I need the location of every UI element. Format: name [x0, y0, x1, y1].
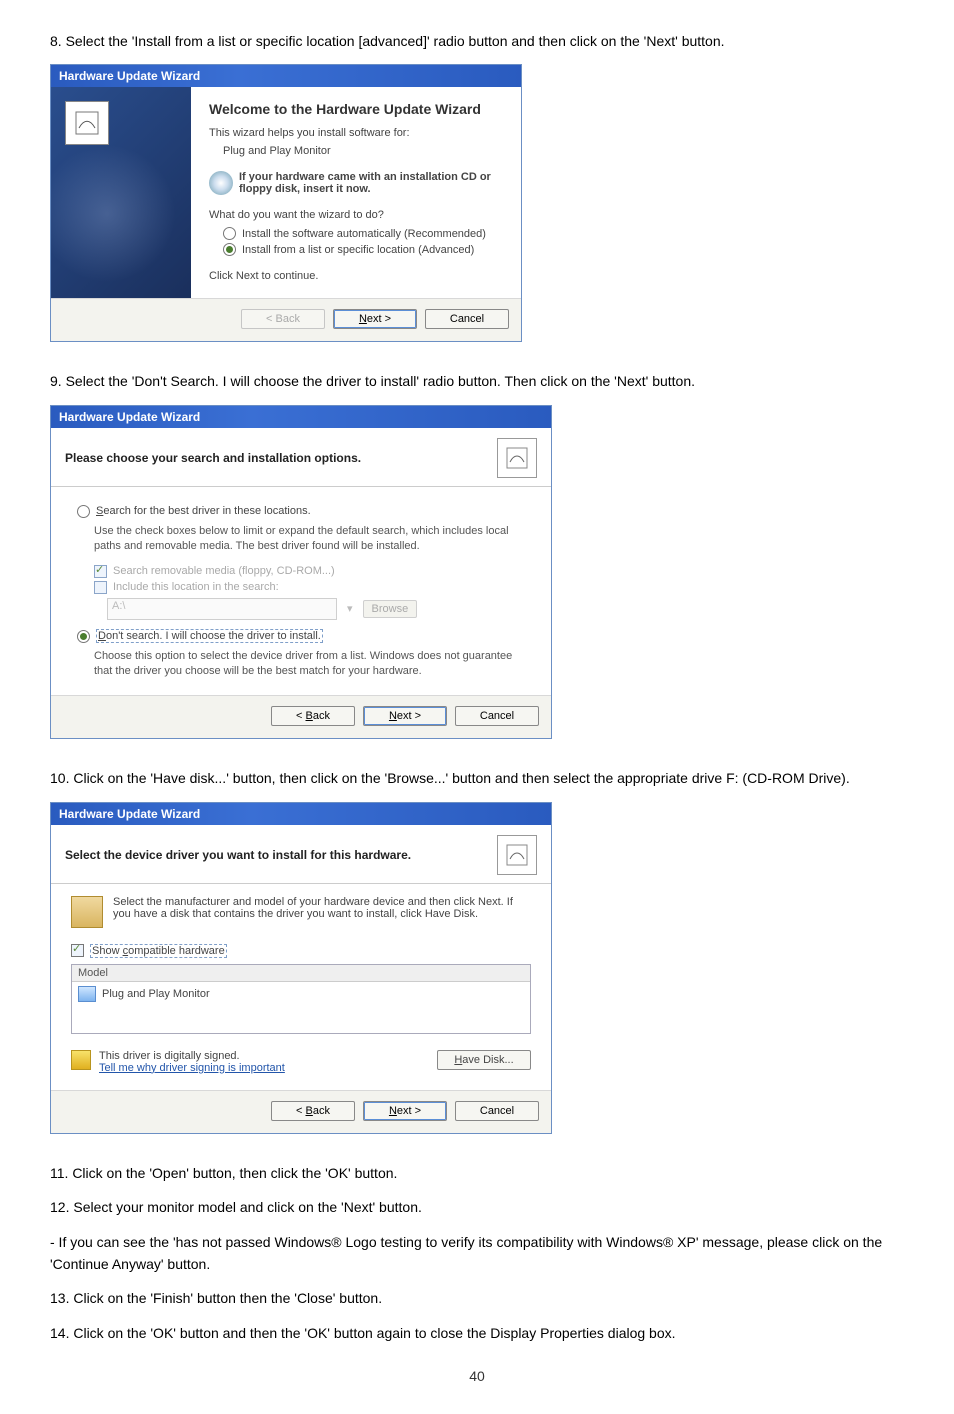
radio-icon [77, 505, 90, 518]
step-11-text: 11. Click on the 'Open' button, then cli… [50, 1162, 904, 1184]
wizard-intro: This wizard helps you install software f… [209, 127, 503, 139]
wizard-search-dialog: Hardware Update Wizard Please choose you… [50, 405, 552, 740]
next-button[interactable]: Next > [363, 1101, 447, 1121]
device-name: Plug and Play Monitor [223, 145, 503, 157]
next-button[interactable]: Next > [333, 309, 417, 329]
dont-search-hint: Choose this option to select the device … [94, 649, 525, 680]
checkbox-icon [94, 581, 107, 594]
option-auto[interactable]: Install the software automatically (Reco… [223, 227, 503, 240]
radio-icon [77, 630, 90, 643]
option-specific[interactable]: Install from a list or specific location… [223, 243, 503, 256]
chip-icon [71, 896, 103, 928]
page-number: 40 [50, 1368, 904, 1384]
step-13-text: 13. Click on the 'Finish' button then th… [50, 1287, 904, 1309]
signing-link[interactable]: Tell me why driver signing is important [99, 1062, 285, 1074]
wizard-question: What do you want the wizard to do? [209, 209, 503, 221]
step-10-text: 10. Click on the 'Have disk...' button, … [50, 767, 904, 789]
dialog-header: Please choose your search and installati… [65, 451, 361, 465]
wizard-icon [65, 101, 109, 145]
cancel-button[interactable]: Cancel [455, 1101, 539, 1121]
wizard-select-driver-dialog: Hardware Update Wizard Select the device… [50, 802, 552, 1134]
back-button[interactable]: < Back [271, 1101, 355, 1121]
step-9-text: 9. Select the 'Don't Search. I will choo… [50, 370, 904, 392]
next-button[interactable]: Next > [363, 706, 447, 726]
signed-text: This driver is digitally signed. [99, 1050, 285, 1062]
cd-icon [209, 171, 233, 195]
monitor-icon [78, 986, 96, 1002]
signed-icon [71, 1050, 91, 1070]
model-column-header: Model [72, 965, 530, 982]
dialog-titlebar: Hardware Update Wizard [51, 406, 551, 428]
list-item[interactable]: Plug and Play Monitor [72, 982, 530, 1006]
radio-icon [223, 243, 236, 256]
step-14-text: 14. Click on the 'OK' button and then th… [50, 1322, 904, 1344]
option-specific-label: Install from a list or specific location… [242, 244, 474, 256]
wizard-icon [497, 835, 537, 875]
check-include-label: Include this location in the search: [113, 581, 279, 593]
dialog-header: Select the device driver you want to ins… [65, 848, 411, 862]
check-removable: Search removable media (floppy, CD-ROM..… [94, 565, 525, 578]
path-input: A:\ [107, 598, 337, 620]
cancel-button[interactable]: Cancel [425, 309, 509, 329]
dialog-titlebar: Hardware Update Wizard [51, 803, 551, 825]
step-8-text: 8. Select the 'Install from a list or sp… [50, 30, 904, 52]
option-dont-search[interactable]: Don't search. I will choose the driver t… [77, 630, 525, 643]
option-dont-search-label: Don't search. I will choose the driver t… [96, 630, 323, 642]
back-button[interactable]: < Back [271, 706, 355, 726]
option-search-best[interactable]: Search for the best driver in these loca… [77, 505, 525, 518]
back-button: < Back [241, 309, 325, 329]
wizard-heading: Welcome to the Hardware Update Wizard [209, 101, 503, 117]
model-list[interactable]: Model Plug and Play Monitor [71, 964, 531, 1034]
continue-hint: Click Next to continue. [209, 270, 503, 282]
check-include-location: Include this location in the search: [94, 581, 525, 594]
cancel-button[interactable]: Cancel [455, 706, 539, 726]
cd-message: If your hardware came with an installati… [239, 171, 503, 195]
checkbox-icon [94, 565, 107, 578]
check-removable-label: Search removable media (floppy, CD-ROM..… [113, 565, 335, 577]
list-item-label: Plug and Play Monitor [102, 988, 210, 1000]
search-hint: Use the check boxes below to limit or ex… [94, 524, 525, 555]
option-auto-label: Install the software automatically (Reco… [242, 228, 486, 240]
option-search-best-label: Search for the best driver in these loca… [96, 505, 311, 517]
wizard-welcome-dialog: Hardware Update Wizard Welcome to the Ha… [50, 64, 522, 342]
radio-icon [223, 227, 236, 240]
wizard-banner [51, 87, 191, 298]
have-disk-button[interactable]: Have Disk... [437, 1050, 531, 1070]
select-driver-desc: Select the manufacturer and model of you… [113, 896, 531, 920]
step-12-text: 12. Select your monitor model and click … [50, 1196, 904, 1218]
checkbox-icon[interactable] [71, 944, 84, 957]
step-12a-text: - If you can see the 'has not passed Win… [50, 1231, 904, 1276]
dialog-titlebar: Hardware Update Wizard [51, 65, 521, 87]
show-compatible-label: Show compatible hardware [90, 944, 227, 958]
browse-button: Browse [363, 600, 418, 618]
wizard-icon [497, 438, 537, 478]
